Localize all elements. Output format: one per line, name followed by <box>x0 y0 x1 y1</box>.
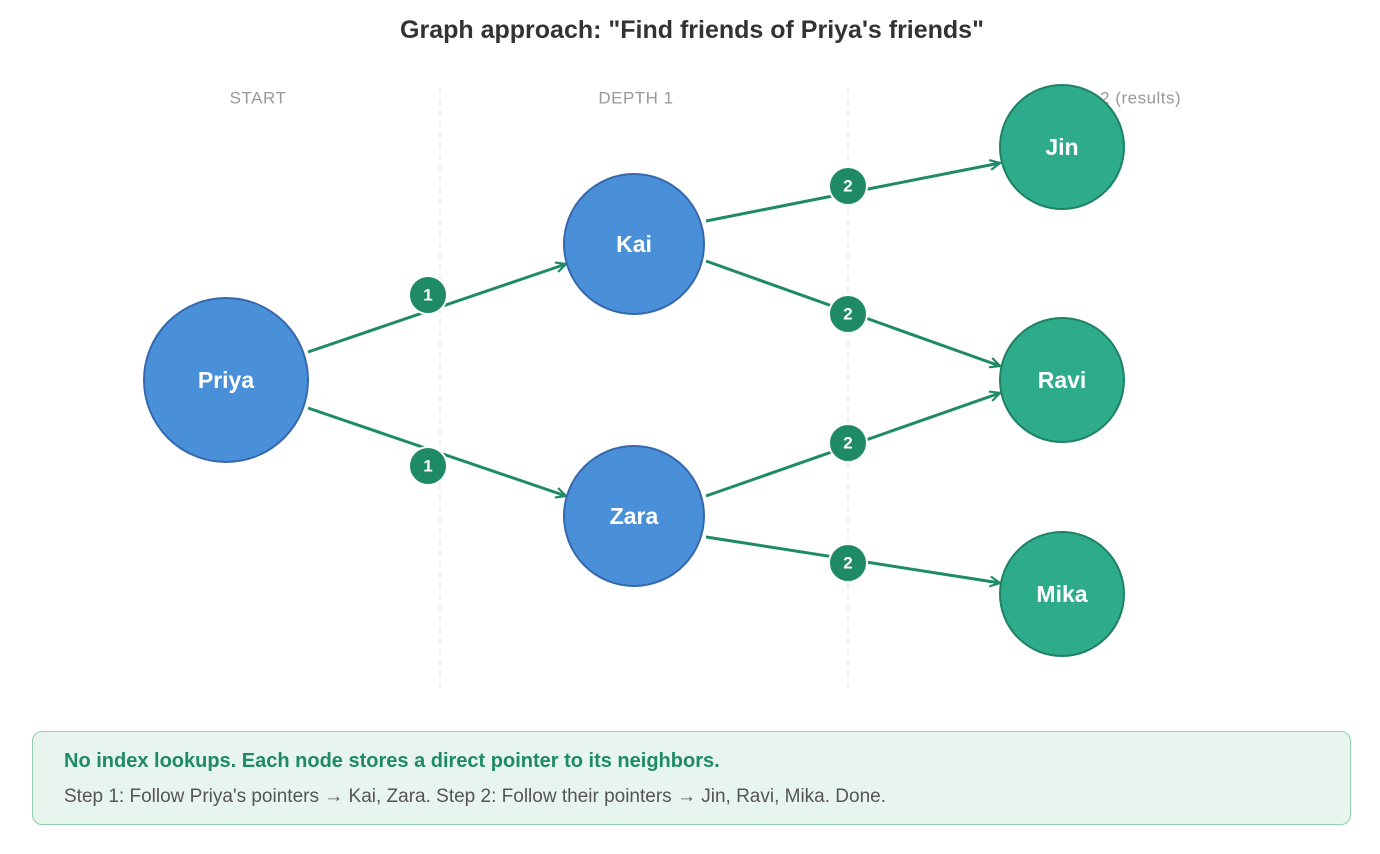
step-label: 2 <box>843 305 852 324</box>
node-label: Mika <box>1036 581 1087 607</box>
step-label: 2 <box>843 434 852 453</box>
node <box>999 317 1125 443</box>
column-label: START <box>230 89 287 108</box>
note-box: No index lookups. Each node stores a dir… <box>32 731 1351 825</box>
node <box>143 297 309 463</box>
node <box>999 84 1125 210</box>
diagram: Graph approach: "Find friends of Priya's… <box>143 16 1181 690</box>
node <box>999 531 1125 657</box>
step-badge <box>828 423 868 463</box>
step-badge <box>828 543 868 583</box>
node-label: Zara <box>610 503 659 529</box>
column-label: DEPTH 1 <box>598 89 673 108</box>
step-badge <box>408 446 448 486</box>
step-badge <box>408 275 448 315</box>
step-badge <box>828 294 868 334</box>
note-body: Step 1: Follow Priya's pointers → Kai, Z… <box>64 786 887 807</box>
node-label: Kai <box>616 231 652 257</box>
step-label: 1 <box>423 457 432 476</box>
step-label: 1 <box>423 286 432 305</box>
step-label: 2 <box>843 177 852 196</box>
note-heading: No index lookups. Each node stores a dir… <box>64 750 720 772</box>
node-label: Priya <box>198 367 254 393</box>
title: Graph approach: "Find friends of Priya's… <box>400 16 984 44</box>
step-badge <box>828 166 868 206</box>
step-label: 2 <box>843 554 852 573</box>
node-label: Ravi <box>1038 367 1087 393</box>
node-label: Jin <box>1045 134 1078 160</box>
node <box>563 173 705 315</box>
node <box>563 445 705 587</box>
